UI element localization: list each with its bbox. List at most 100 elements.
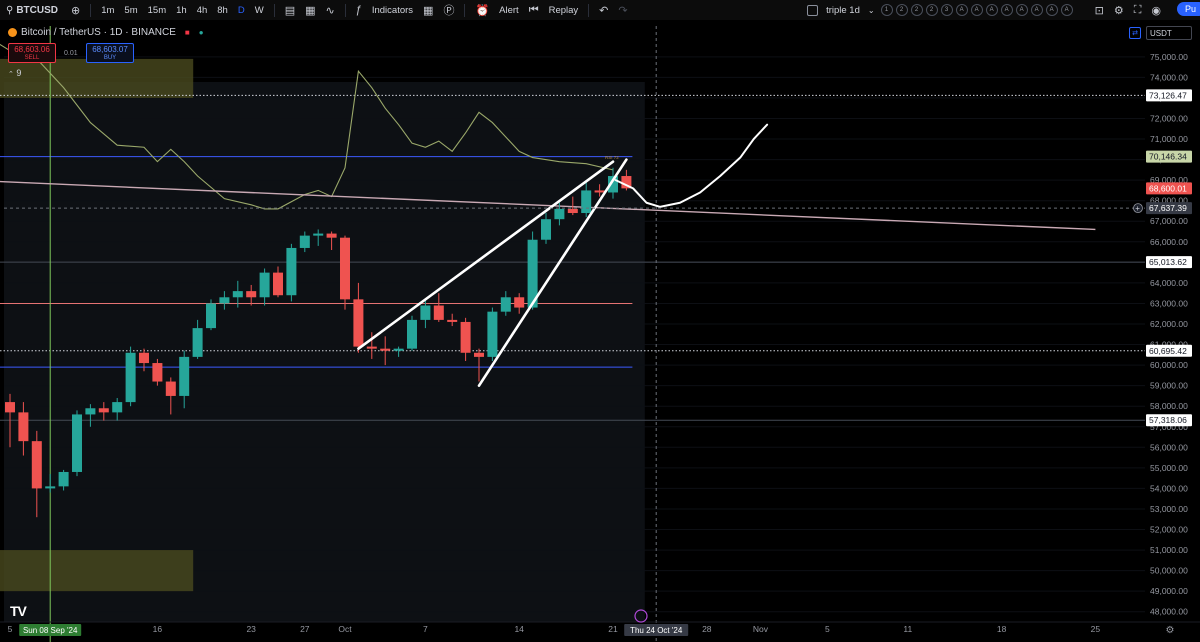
- flag-icon[interactable]: ■: [184, 28, 190, 37]
- candle-body: [273, 272, 283, 296]
- timeframe-4h[interactable]: 4h: [196, 4, 208, 16]
- layout-slot[interactable]: A: [1015, 4, 1028, 16]
- price-tick-label: 52,000.00: [1150, 525, 1188, 535]
- legend-title: Bitcoin / TetherUS · 1D · BINANCE: [21, 27, 176, 38]
- indicator-legend[interactable]: ⌃ 9: [8, 68, 21, 78]
- level-price-tag: [1146, 256, 1192, 269]
- symbol-search[interactable]: ⚲ BTCUSD: [0, 5, 66, 16]
- bar-chart-icon[interactable]: ▦: [305, 4, 316, 17]
- magic-icon[interactable]: ⊡: [1094, 4, 1104, 17]
- currency-selector[interactable]: USDT: [1146, 26, 1192, 40]
- level-price-tag: [1146, 414, 1192, 427]
- vertical-lines: [49, 26, 657, 642]
- layout-slot[interactable]: A: [985, 4, 998, 16]
- buy-label: BUY: [103, 55, 117, 61]
- crosshair-date-tag: [19, 624, 82, 636]
- candle-body: [85, 408, 96, 415]
- layout-slot[interactable]: 1: [880, 4, 893, 16]
- shaded-history-region: [4, 82, 645, 622]
- sell-button[interactable]: 68,603.06 SELL: [8, 43, 56, 63]
- candle-body: [299, 235, 310, 248]
- indicators-button[interactable]: Indicators: [371, 4, 414, 16]
- toolbar-divider: [464, 3, 466, 17]
- price-tick-label: 55,000.00: [1150, 463, 1188, 473]
- layout-slot[interactable]: 2: [910, 4, 923, 16]
- layout-slot[interactable]: A: [1060, 4, 1073, 16]
- symbol-label: BTCUSD: [16, 4, 58, 16]
- candle-body: [192, 328, 203, 357]
- price-tick-label: 54,000.00: [1150, 483, 1188, 493]
- timeframe-W[interactable]: W: [254, 4, 264, 16]
- grid: [4, 56, 1145, 613]
- layout-slot[interactable]: A: [1045, 4, 1058, 16]
- toolbar-divider: [588, 3, 590, 17]
- layout-slot[interactable]: A: [955, 4, 968, 16]
- buy-button[interactable]: 68,603.07 BUY: [86, 43, 134, 63]
- replay-button[interactable]: Replay: [548, 4, 579, 16]
- toolbar-divider: [273, 3, 275, 17]
- level-price-label: 73,126.47: [1149, 90, 1187, 100]
- timeframe-15m[interactable]: 15m: [147, 4, 167, 16]
- time-tick-label: 25: [1091, 624, 1101, 634]
- line-chart-icon[interactable]: ∿: [325, 4, 335, 17]
- price-tick-label: 58,000.00: [1150, 401, 1188, 411]
- layout-slot[interactable]: 3: [940, 4, 953, 16]
- candle-body: [621, 176, 632, 189]
- candle-body: [326, 233, 337, 238]
- text-note-icon[interactable]: Ⓟ: [443, 5, 455, 17]
- candle-body: [139, 352, 149, 364]
- horizontal-levels: [0, 94, 1145, 421]
- current-price-label: 68,600.01: [1149, 183, 1187, 193]
- candle-body: [594, 190, 605, 193]
- publish-button[interactable]: Pu: [1176, 2, 1200, 16]
- layout-checkbox[interactable]: [807, 4, 819, 16]
- level-price-label: 65,013.62: [1149, 257, 1187, 267]
- timeframe-D[interactable]: D: [237, 4, 245, 16]
- candle-body: [219, 297, 230, 304]
- add-alert-icon: [1133, 203, 1143, 214]
- timeframe-1h[interactable]: 1h: [176, 4, 187, 16]
- currency-toggle-icon[interactable]: ⇄: [1129, 27, 1141, 39]
- candle-body: [447, 319, 458, 322]
- cursor-price-tag: [1146, 202, 1192, 215]
- indicator-line: [0, 43, 614, 210]
- price-tick-label: 66,000.00: [1150, 237, 1188, 247]
- candle-body: [45, 486, 56, 489]
- price-tick-label: 61,000.00: [1150, 340, 1188, 350]
- settings-gear-icon[interactable]: ⚙: [1113, 4, 1124, 17]
- undo-icon[interactable]: ↶: [599, 4, 609, 17]
- plus-icon: +: [1135, 204, 1140, 213]
- candle-body: [581, 190, 592, 214]
- layout-selector[interactable]: triple 1d ⌄: [801, 4, 881, 16]
- time-tick-label: 18: [997, 624, 1007, 634]
- price-tick-label: 48,000.00: [1150, 607, 1188, 617]
- time-tick-label: Nov: [753, 624, 769, 634]
- price-tick-label: 68,000.00: [1150, 196, 1188, 206]
- candle-body: [554, 208, 565, 220]
- timeframe-8h[interactable]: 8h: [217, 4, 228, 16]
- price-tick-label: 57,000.00: [1150, 422, 1188, 432]
- candle-body: [393, 348, 404, 351]
- layout-slot[interactable]: 2: [925, 4, 938, 16]
- add-symbol-icon[interactable]: ⊕: [71, 4, 81, 17]
- candle-body: [500, 297, 511, 312]
- cursor-price-label: 67,637.39: [1149, 203, 1187, 213]
- candle-style-icon[interactable]: ▤: [284, 4, 296, 17]
- layout-slot[interactable]: A: [1000, 4, 1013, 16]
- price-chart[interactable]: RSI 72 48,000.00 49,000.00 50,000.00 51,000…: [0, 20, 1200, 642]
- alert-button[interactable]: Alert: [499, 4, 519, 16]
- timeframe-5m[interactable]: 5m: [124, 4, 138, 16]
- layout-slot[interactable]: A: [970, 4, 983, 16]
- fullscreen-icon[interactable]: ⛶: [1133, 3, 1142, 16]
- camera-icon[interactable]: ◉: [1151, 4, 1161, 17]
- candle-body: [125, 352, 136, 403]
- candle-body: [527, 239, 538, 308]
- layout-slot[interactable]: 2: [895, 4, 908, 16]
- timeframe-1m[interactable]: 1m: [101, 4, 115, 16]
- cursor-date-label: Thu 24 Oct '24: [630, 626, 683, 635]
- layout-slot[interactable]: A: [1030, 4, 1043, 16]
- candle-body: [179, 356, 190, 396]
- templates-icon[interactable]: ▦: [423, 4, 434, 17]
- redo-icon[interactable]: ↷: [618, 4, 628, 17]
